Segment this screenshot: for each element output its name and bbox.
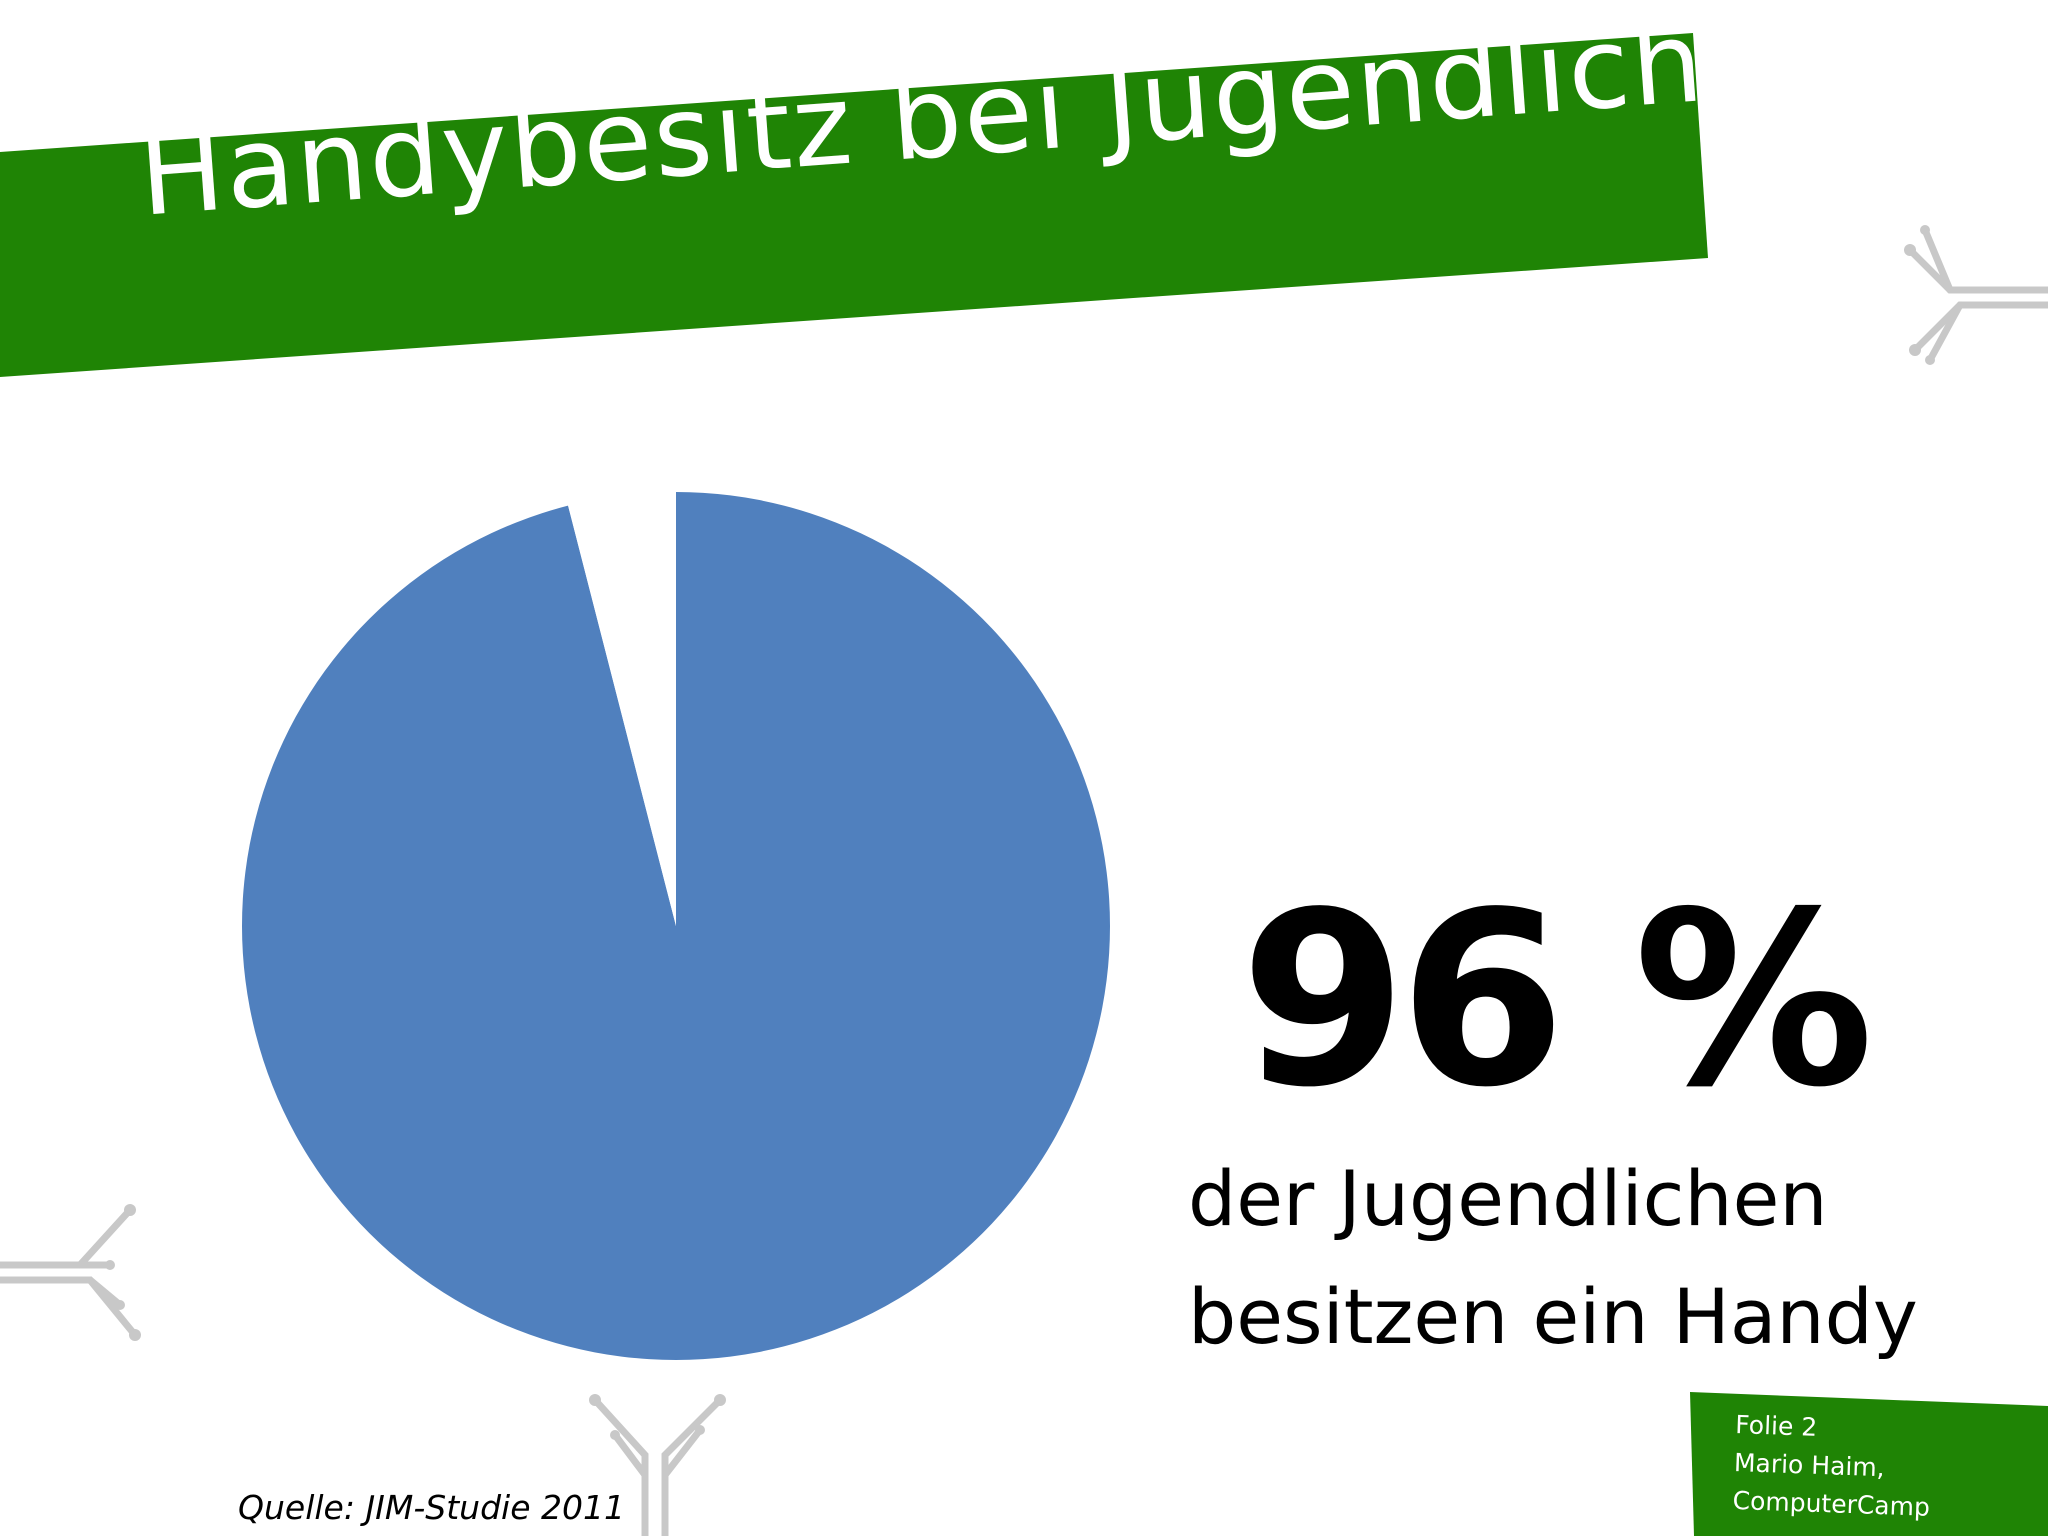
caption-line-1: der Jugendlichen — [1188, 1154, 1828, 1243]
percentage-value: 96 % — [1240, 860, 1874, 1140]
title-banner-shape — [0, 33, 1708, 377]
pie-slice-2 — [568, 492, 676, 926]
source-note: Quelle: JIM-Studie 2011 — [238, 1488, 625, 1527]
footer-banner — [1690, 1392, 2048, 1536]
circuit-decoration-bottom — [589, 1394, 726, 1536]
title-banner — [0, 33, 1708, 377]
circuit-decoration-top-right — [1904, 225, 2048, 365]
circuit-decoration-left — [0, 1204, 141, 1341]
footer-text: Folie 2 Mario Haim, ComputerCamp — [1732, 1406, 1933, 1527]
pie-slice-1 — [241, 492, 1110, 1360]
caption-line-2: besitzen ein Handy — [1188, 1272, 1918, 1361]
caption: der Jugendlichen besitzen ein Handy — [1188, 1140, 1918, 1376]
author-organization: ComputerCamp — [1732, 1485, 1931, 1522]
pie-chart — [240, 490, 1120, 1370]
